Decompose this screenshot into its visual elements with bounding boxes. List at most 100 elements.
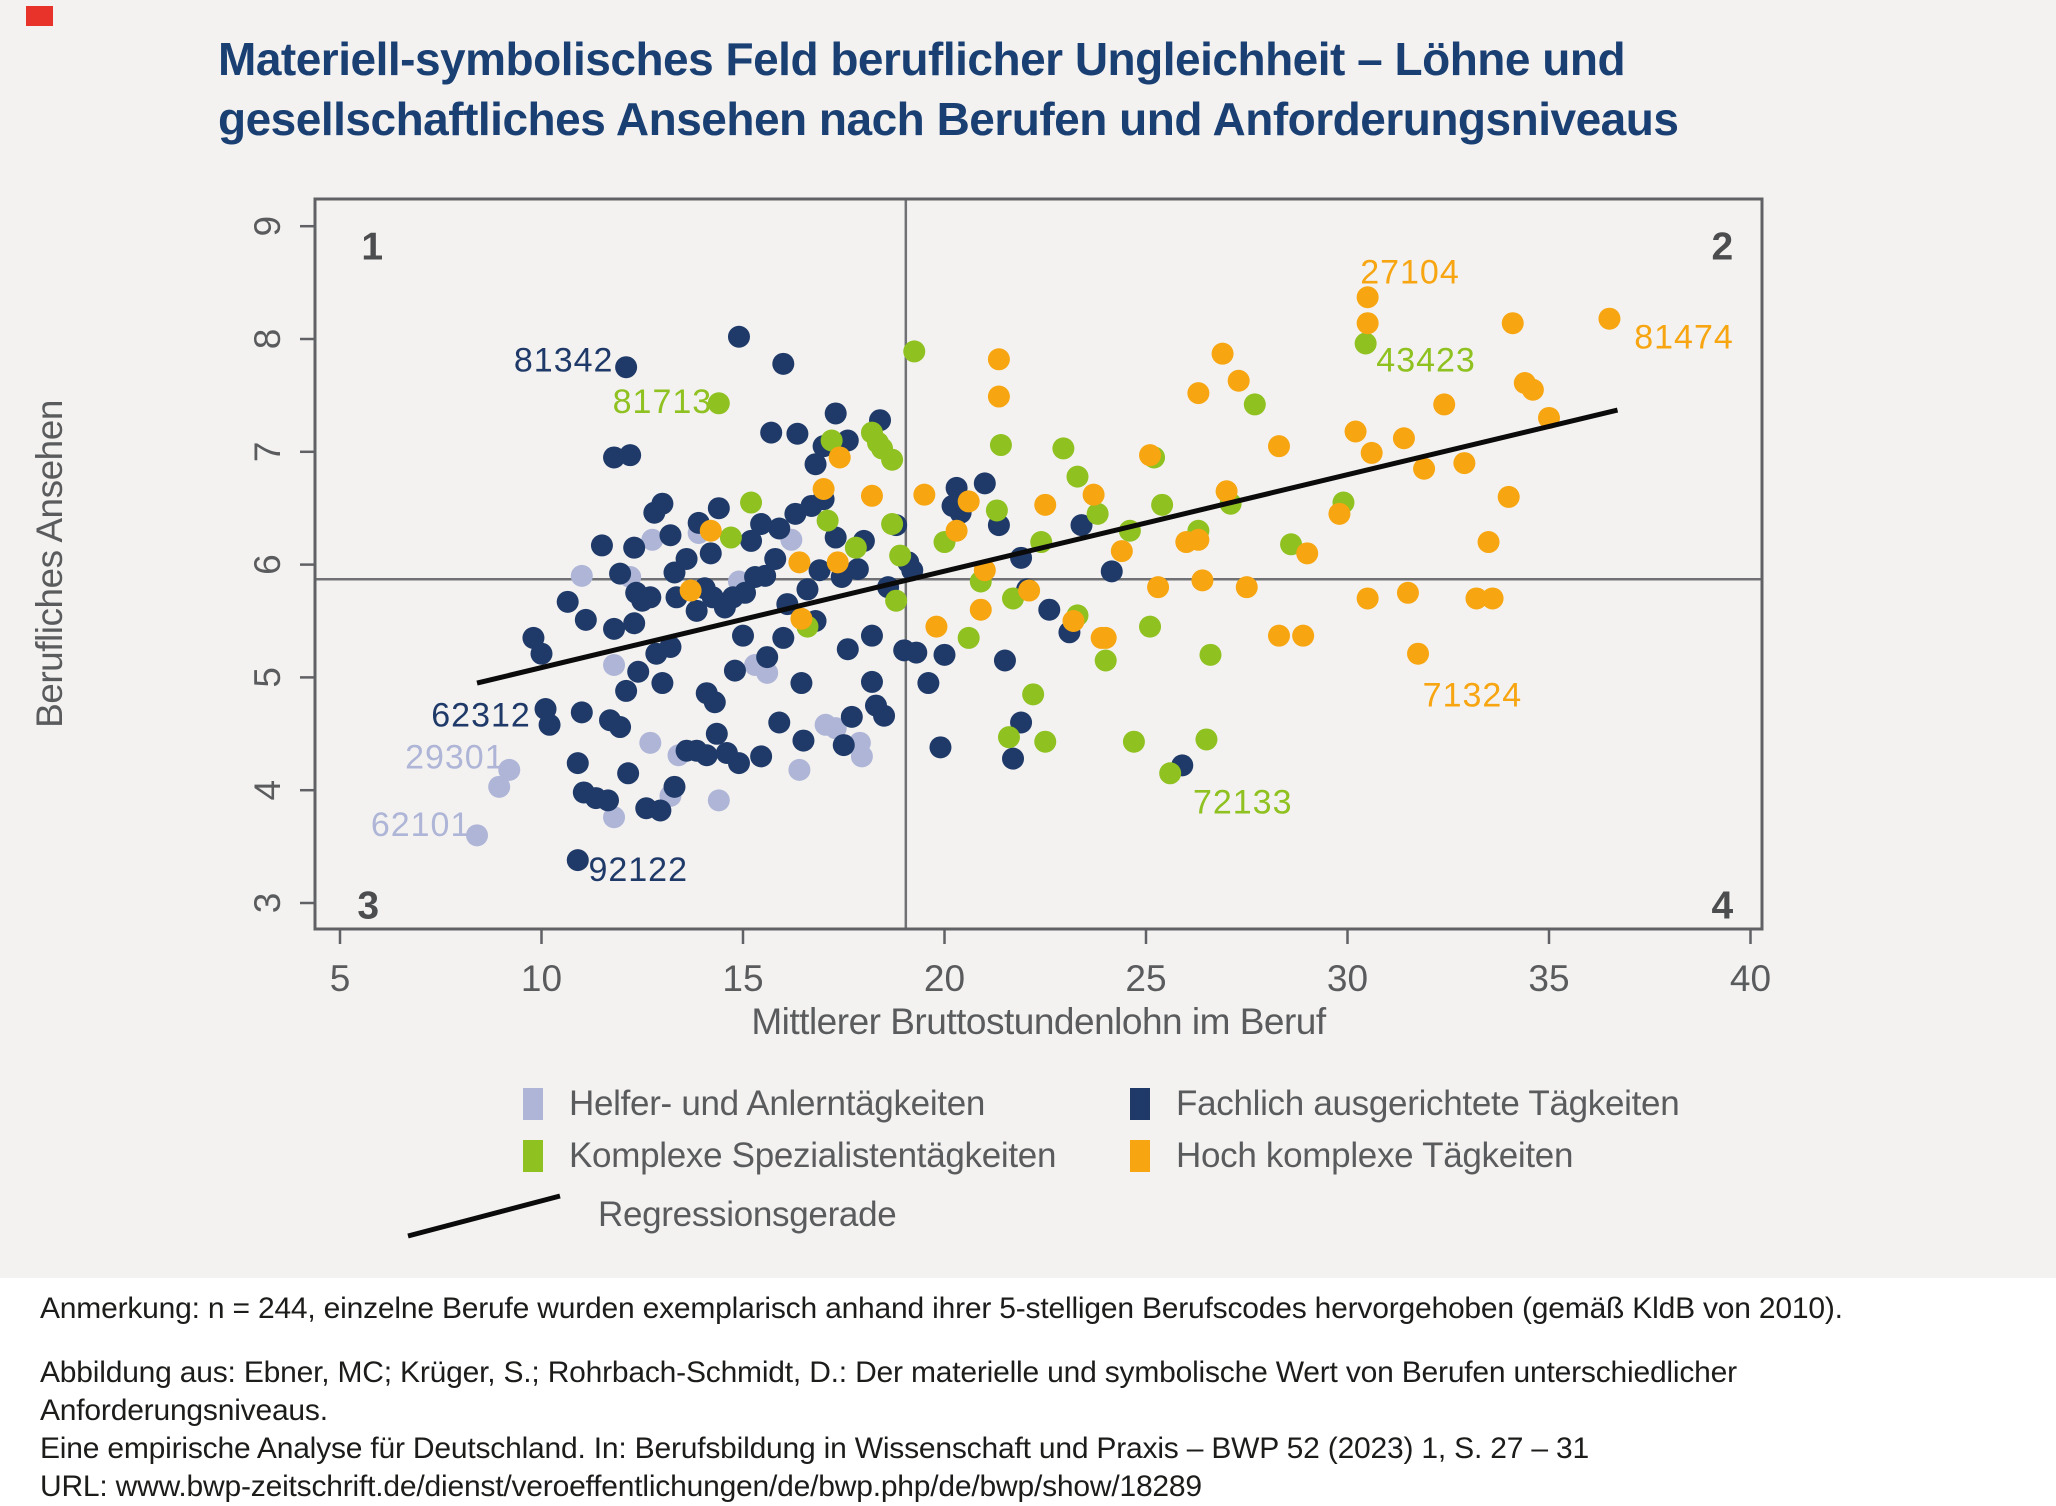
data-point xyxy=(756,646,779,669)
data-point xyxy=(1034,493,1057,516)
data-point xyxy=(957,490,980,513)
data-point xyxy=(860,421,883,444)
data-point xyxy=(609,562,632,585)
data-point xyxy=(808,559,831,582)
data-point xyxy=(824,526,847,549)
data-point xyxy=(1022,683,1045,706)
data-point xyxy=(1497,485,1520,508)
data-point xyxy=(929,736,952,759)
data-point xyxy=(1433,393,1456,416)
data-point xyxy=(1598,307,1621,330)
data-point xyxy=(987,385,1010,408)
data-point xyxy=(707,789,730,812)
data-point xyxy=(641,528,664,551)
data-point xyxy=(609,716,632,739)
data-point xyxy=(1199,643,1222,666)
legend-label-hochkomplex: Hoch komplexe Tägkeiten xyxy=(1176,1136,1574,1175)
data-point xyxy=(933,643,956,666)
scatter-chart: 5 10 15 20 25 30 35 40 3 4 5 6 7 8 9 Mittlerer Bruttost… xyxy=(29,197,1771,1042)
data-point xyxy=(1082,483,1105,506)
data-point xyxy=(1211,342,1234,365)
data-point xyxy=(705,722,728,745)
data-point xyxy=(860,484,883,507)
figure-area: Materiell-symbolisches Feld beruflicher … xyxy=(0,0,2056,1278)
data-point xyxy=(1465,587,1488,610)
data-point xyxy=(1360,441,1383,464)
chart-title-line1: Materiell-symbolisches Feld beruflicher … xyxy=(218,33,1626,85)
data-point xyxy=(973,472,996,495)
data-point xyxy=(659,635,682,658)
data-point xyxy=(790,607,813,630)
data-point xyxy=(750,745,773,768)
data-point xyxy=(651,492,674,515)
data-point xyxy=(1356,286,1379,309)
point-label-81474: 81474 xyxy=(1634,319,1734,357)
data-point xyxy=(1481,587,1504,610)
data-point xyxy=(1344,420,1367,443)
data-point xyxy=(1267,435,1290,458)
data-point xyxy=(957,626,980,649)
data-point xyxy=(1243,393,1266,416)
data-point xyxy=(1392,427,1415,450)
hochkomplex-swatch-icon xyxy=(1130,1140,1150,1172)
data-point xyxy=(1034,730,1057,753)
data-point xyxy=(989,434,1012,457)
quadrant-number: 4 xyxy=(1711,884,1733,927)
data-point xyxy=(1086,502,1109,525)
data-point xyxy=(498,758,521,781)
data-point xyxy=(1110,540,1133,563)
data-point xyxy=(846,558,869,581)
data-point xyxy=(1018,579,1041,602)
data-point xyxy=(1521,378,1544,401)
data-point xyxy=(1159,762,1182,785)
data-point xyxy=(913,483,936,506)
legend-item-regression: Regressionsgerade xyxy=(400,1186,897,1244)
data-point xyxy=(1235,576,1258,599)
data-point xyxy=(1187,382,1210,405)
chart-title: Materiell-symbolisches Feld beruflicher … xyxy=(218,30,1918,150)
data-point xyxy=(812,478,835,501)
point-label-72133: 72133 xyxy=(1193,783,1293,821)
data-point xyxy=(556,590,579,613)
data-point xyxy=(740,491,763,514)
x-tick-label: 35 xyxy=(1528,958,1569,999)
data-point xyxy=(1052,437,1075,460)
data-point xyxy=(530,642,553,665)
data-point xyxy=(1195,728,1218,751)
data-point xyxy=(917,672,940,695)
point-label-27104: 27104 xyxy=(1360,253,1460,291)
data-point xyxy=(1267,624,1290,647)
x-tick-label: 10 xyxy=(521,958,562,999)
data-point xyxy=(574,608,597,631)
data-point xyxy=(538,713,561,736)
data-point xyxy=(1354,332,1377,355)
chart-legend: Helfer- und Anlerntägkeiten Fachlich aus… xyxy=(0,0,2056,1239)
data-point xyxy=(596,789,619,812)
data-point xyxy=(804,453,827,476)
data-point xyxy=(734,581,757,604)
citation-url: URL: www.bwp-zeitschrift.de/dienst/veroe… xyxy=(40,1470,1202,1503)
plot-frame xyxy=(313,197,1764,931)
data-point xyxy=(768,711,791,734)
data-point xyxy=(566,752,589,775)
data-point xyxy=(796,578,819,601)
data-point xyxy=(993,649,1016,672)
data-point xyxy=(860,624,883,647)
data-point xyxy=(1062,610,1085,632)
data-point xyxy=(740,529,763,552)
figure-note: Anmerkung: n = 244, einzelne Berufe wurd… xyxy=(40,1292,1843,1325)
data-point xyxy=(1215,480,1238,503)
data-point xyxy=(651,672,674,695)
data-point xyxy=(1187,528,1210,551)
data-point xyxy=(590,534,613,557)
point-label-92122: 92122 xyxy=(588,851,688,889)
data-point xyxy=(623,536,646,559)
data-point xyxy=(659,524,682,547)
data-point xyxy=(615,356,638,379)
data-point xyxy=(603,806,626,829)
data-point xyxy=(768,517,791,540)
data-point xyxy=(639,731,662,754)
y-tick-label: 9 xyxy=(247,216,288,237)
data-point xyxy=(663,775,686,798)
data-point xyxy=(1139,615,1162,638)
